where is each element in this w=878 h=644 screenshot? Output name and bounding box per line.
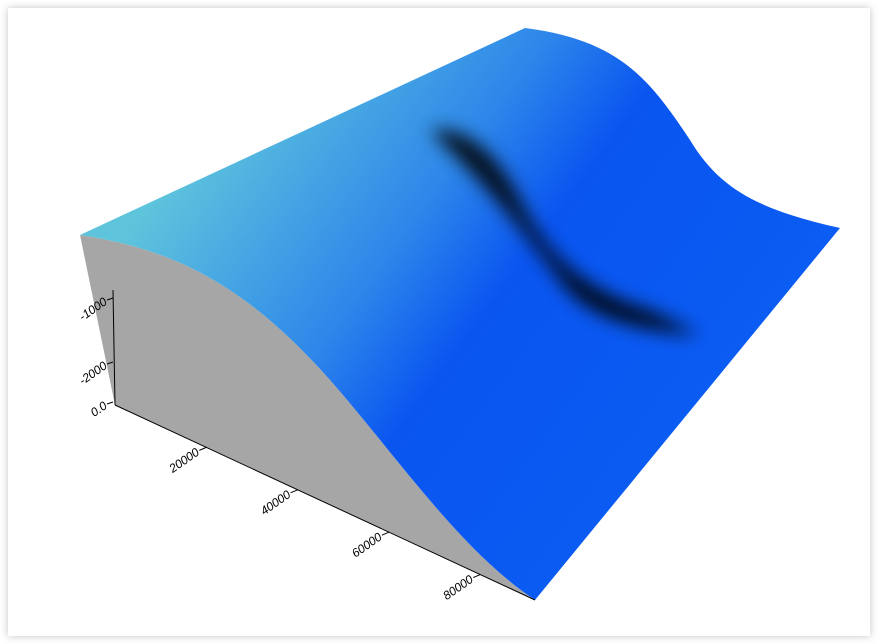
z-tick: [106, 297, 114, 301]
side-face: [80, 235, 535, 600]
z-tick: [106, 361, 114, 365]
x-tick: [381, 531, 390, 536]
x-tick: [199, 446, 207, 451]
z-axis: [112, 289, 116, 406]
x-axis: [114, 404, 536, 601]
z-tick: [106, 401, 114, 405]
surface: [80, 28, 840, 600]
x-tick: [290, 489, 298, 494]
trench: [430, 129, 700, 335]
x-tick: [473, 574, 481, 579]
